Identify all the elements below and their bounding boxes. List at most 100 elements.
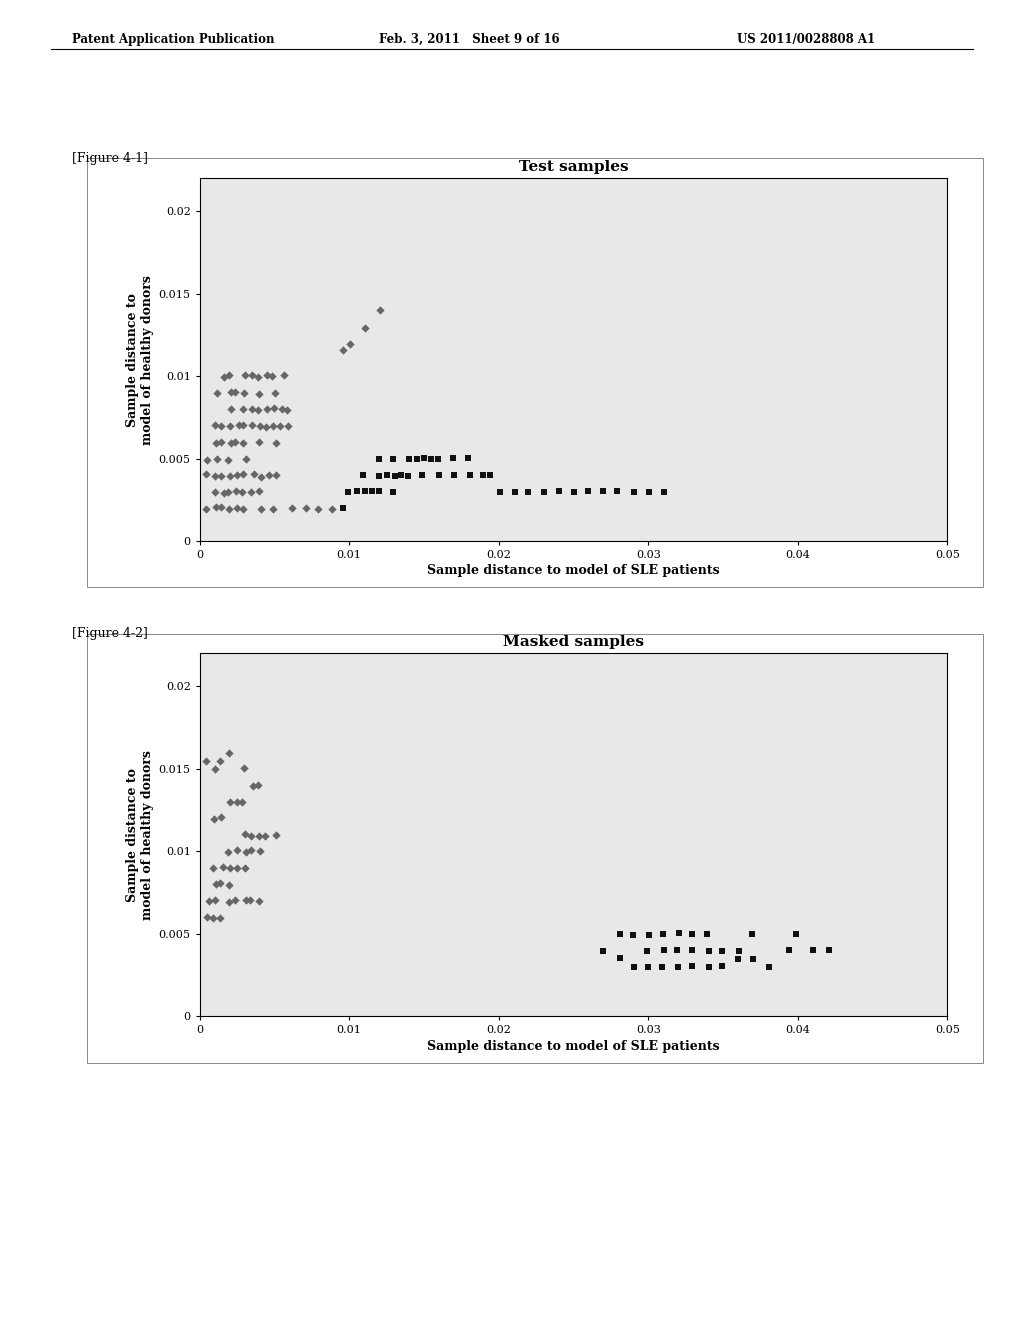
- Point: [237, 824, 253, 845]
- Point: [208, 433, 224, 454]
- Point: [271, 416, 288, 437]
- Point: [229, 858, 246, 879]
- Point: [340, 482, 356, 503]
- Text: US 2011/0028808 A1: US 2011/0028808 A1: [737, 33, 876, 46]
- Point: [220, 891, 237, 912]
- Point: [206, 808, 222, 829]
- Point: [565, 482, 582, 503]
- Point: [234, 498, 251, 519]
- Point: [280, 416, 296, 437]
- Point: [284, 498, 300, 519]
- Point: [445, 447, 462, 469]
- Point: [264, 366, 281, 387]
- Point: [820, 940, 837, 961]
- Point: [234, 397, 251, 418]
- Point: [205, 907, 221, 928]
- Point: [259, 399, 275, 420]
- Point: [198, 463, 214, 484]
- Point: [244, 399, 260, 420]
- Point: [201, 891, 217, 912]
- Point: [236, 758, 252, 779]
- Point: [212, 873, 228, 894]
- Point: [212, 908, 228, 929]
- Point: [238, 858, 254, 879]
- Point: [594, 480, 610, 502]
- Point: [257, 825, 273, 846]
- Point: [207, 758, 223, 779]
- Point: [399, 466, 416, 487]
- Point: [250, 774, 266, 795]
- Point: [744, 924, 761, 945]
- Point: [228, 840, 245, 861]
- Point: [251, 891, 267, 912]
- Point: [234, 463, 251, 484]
- Point: [309, 499, 326, 520]
- Point: [265, 414, 282, 436]
- Point: [641, 924, 657, 945]
- Point: [223, 432, 240, 453]
- Point: [227, 381, 244, 403]
- Point: [684, 956, 700, 977]
- Point: [266, 383, 283, 404]
- Point: [342, 334, 358, 355]
- Point: [234, 414, 251, 436]
- Point: [536, 482, 552, 503]
- Point: [221, 858, 238, 879]
- Point: [268, 465, 285, 486]
- Point: [684, 940, 700, 961]
- Point: [357, 317, 374, 338]
- X-axis label: Sample distance to model of SLE patients: Sample distance to model of SLE patients: [427, 1040, 720, 1052]
- Point: [199, 449, 215, 470]
- Point: [205, 858, 221, 879]
- Text: [Figure 4-2]: [Figure 4-2]: [72, 627, 147, 640]
- Title: Masked samples: Masked samples: [503, 635, 644, 649]
- Point: [208, 496, 224, 517]
- Point: [234, 482, 251, 503]
- Point: [219, 482, 236, 503]
- Point: [258, 416, 274, 437]
- Point: [219, 449, 236, 470]
- Point: [627, 480, 643, 502]
- Point: [581, 480, 597, 502]
- Point: [356, 480, 373, 502]
- Point: [207, 465, 223, 486]
- Point: [252, 416, 268, 437]
- Point: [220, 874, 237, 895]
- Point: [207, 890, 223, 911]
- Y-axis label: Sample distance to
model of healthy donors: Sample distance to model of healthy dono…: [127, 275, 155, 445]
- Point: [212, 750, 228, 771]
- Point: [492, 482, 508, 503]
- Point: [261, 465, 278, 486]
- Point: [252, 841, 268, 862]
- Point: [475, 465, 492, 486]
- Point: [267, 432, 284, 453]
- Point: [446, 465, 463, 486]
- Point: [222, 399, 239, 420]
- Point: [209, 383, 225, 404]
- Title: Test samples: Test samples: [518, 160, 629, 174]
- Point: [208, 874, 224, 895]
- Point: [335, 339, 351, 360]
- Point: [243, 840, 259, 861]
- Point: [244, 364, 260, 385]
- Point: [423, 449, 439, 470]
- Point: [229, 465, 246, 486]
- Point: [251, 480, 267, 502]
- Point: [641, 480, 657, 502]
- Point: [220, 364, 237, 385]
- Point: [761, 957, 777, 978]
- Point: [199, 907, 215, 928]
- Point: [250, 432, 266, 453]
- Point: [238, 449, 254, 470]
- Point: [701, 957, 718, 978]
- Point: [280, 400, 296, 421]
- Point: [701, 940, 718, 961]
- Point: [379, 465, 395, 486]
- Point: [507, 482, 523, 503]
- Point: [324, 498, 340, 519]
- Point: [228, 792, 245, 813]
- Point: [216, 367, 232, 388]
- Point: [387, 466, 403, 487]
- Point: [229, 498, 246, 519]
- Point: [551, 480, 567, 502]
